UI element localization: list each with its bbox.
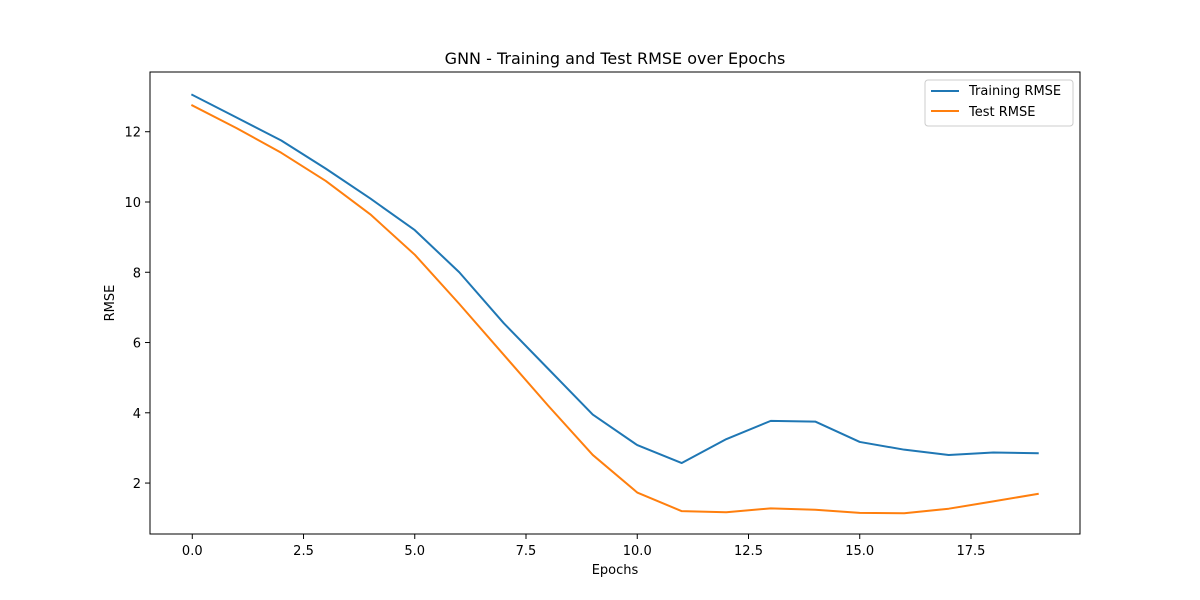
chart-title: GNN - Training and Test RMSE over Epochs bbox=[445, 49, 786, 68]
x-tick-label: 5.0 bbox=[404, 544, 425, 559]
y-axis-ticks: 2 4 6 8 10 12 bbox=[124, 126, 150, 492]
x-tick-label: 17.5 bbox=[957, 544, 986, 559]
x-axis-ticks: 0.0 2.5 5.0 7.5 10.0 12.5 15.0 17.5 bbox=[182, 534, 986, 559]
y-tick-label: 6 bbox=[133, 337, 141, 352]
x-tick-label: 7.5 bbox=[516, 544, 537, 559]
series-line-test-rmse bbox=[190, 104, 1039, 515]
y-tick-label: 12 bbox=[124, 126, 141, 141]
x-axis-label: Epochs bbox=[592, 563, 639, 578]
legend-box bbox=[924, 79, 1074, 127]
series-lines bbox=[190, 93, 1039, 515]
legend: Training RMSE Test RMSE bbox=[924, 79, 1074, 127]
x-tick-label: 15.0 bbox=[845, 544, 874, 559]
legend-label-training: Training RMSE bbox=[968, 84, 1061, 99]
y-tick-label: 2 bbox=[133, 477, 141, 492]
x-tick-label: 2.5 bbox=[293, 544, 314, 559]
y-tick-label: 8 bbox=[133, 266, 141, 281]
series-line-training-rmse bbox=[190, 93, 1039, 465]
x-tick-label: 12.5 bbox=[734, 544, 763, 559]
x-tick-label: 0.0 bbox=[182, 544, 203, 559]
y-tick-label: 4 bbox=[133, 407, 141, 422]
plot-frame bbox=[149, 71, 1081, 535]
y-axis-label: RMSE bbox=[103, 285, 118, 322]
x-tick-label: 10.0 bbox=[623, 544, 652, 559]
legend-label-test: Test RMSE bbox=[968, 105, 1035, 120]
y-tick-label: 10 bbox=[124, 196, 141, 211]
